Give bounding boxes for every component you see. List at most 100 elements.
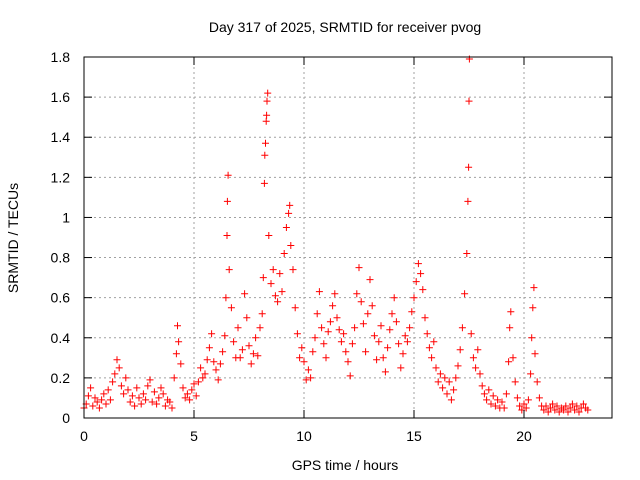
data-point [494, 396, 502, 404]
data-point [139, 390, 147, 398]
data-point [337, 338, 345, 346]
x-tick-label: 0 [80, 428, 88, 444]
data-point [111, 370, 119, 378]
data-point [467, 330, 475, 338]
data-point [500, 404, 508, 412]
data-point [452, 374, 460, 382]
y-tick-label: 1.8 [51, 49, 71, 65]
data-point [267, 280, 275, 288]
data-point [379, 354, 387, 362]
data-point [291, 304, 299, 312]
data-point [186, 396, 194, 404]
data-point [549, 400, 557, 408]
data-point [414, 260, 422, 268]
data-point [373, 356, 381, 364]
data-point [348, 340, 356, 348]
data-point [157, 384, 165, 392]
data-point [227, 304, 235, 312]
data-point [326, 318, 334, 326]
data-point [465, 163, 473, 171]
data-point [342, 348, 350, 356]
data-point [480, 390, 488, 398]
data-point [392, 318, 400, 326]
data-point [469, 354, 477, 362]
data-point [456, 346, 464, 354]
data-point [216, 360, 224, 368]
data-point [474, 346, 482, 354]
data-point [324, 328, 332, 336]
data-point [507, 308, 515, 316]
data-point [214, 376, 222, 384]
data-point [320, 340, 328, 348]
data-point [282, 224, 290, 231]
data-point [546, 404, 554, 412]
data-point [102, 400, 110, 408]
data-point [465, 97, 473, 105]
data-point [425, 344, 433, 352]
data-point [432, 364, 440, 372]
data-point [148, 398, 156, 406]
data-point [212, 366, 220, 374]
data-point [300, 358, 308, 366]
data-point [463, 250, 471, 257]
data-point [133, 384, 141, 392]
data-point [258, 310, 266, 318]
data-point [384, 344, 392, 352]
data-point [528, 334, 536, 342]
data-point [340, 330, 348, 338]
data-point [483, 396, 491, 404]
data-point [144, 382, 152, 390]
data-point [544, 408, 552, 416]
data-point [197, 364, 205, 372]
data-point [412, 278, 420, 286]
data-point [531, 350, 539, 358]
data-point [498, 398, 506, 406]
data-point [124, 386, 132, 394]
data-point [131, 402, 139, 410]
data-point [247, 360, 255, 368]
data-point [243, 314, 251, 322]
data-point [399, 350, 407, 358]
data-point [522, 404, 530, 412]
data-point [506, 324, 514, 332]
data-point [293, 330, 301, 338]
data-point [505, 358, 513, 366]
data-point [298, 344, 306, 352]
data-point [87, 384, 95, 392]
data-point [137, 400, 145, 408]
data-point [100, 390, 108, 398]
y-tick-label: 0.2 [51, 370, 71, 386]
data-point [264, 89, 272, 97]
y-tick-label: 1.2 [51, 169, 71, 185]
data-point [377, 322, 385, 330]
data-point [560, 406, 568, 414]
data-point [403, 338, 411, 346]
data-point [584, 406, 592, 414]
data-point [166, 398, 174, 406]
data-point [269, 266, 277, 274]
data-point [450, 386, 458, 394]
data-point [419, 286, 427, 294]
data-point [535, 394, 543, 402]
data-point [203, 356, 211, 364]
data-point [568, 400, 576, 408]
y-tick-label: 0.4 [51, 330, 71, 346]
data-point [238, 346, 246, 354]
data-point [434, 378, 442, 386]
y-tick-label: 1.6 [51, 89, 71, 105]
y-tick-label: 0.6 [51, 290, 71, 306]
data-point [219, 348, 227, 356]
data-point [315, 288, 323, 296]
data-point [254, 352, 262, 360]
data-point [234, 324, 242, 332]
data-point [161, 402, 169, 410]
y-tick-label: 1.4 [51, 129, 71, 145]
data-point [540, 406, 548, 414]
data-point [106, 396, 114, 404]
data-point [205, 344, 213, 352]
data-point [436, 370, 444, 378]
data-point [252, 334, 260, 342]
data-point [397, 364, 405, 372]
data-point [443, 390, 451, 398]
